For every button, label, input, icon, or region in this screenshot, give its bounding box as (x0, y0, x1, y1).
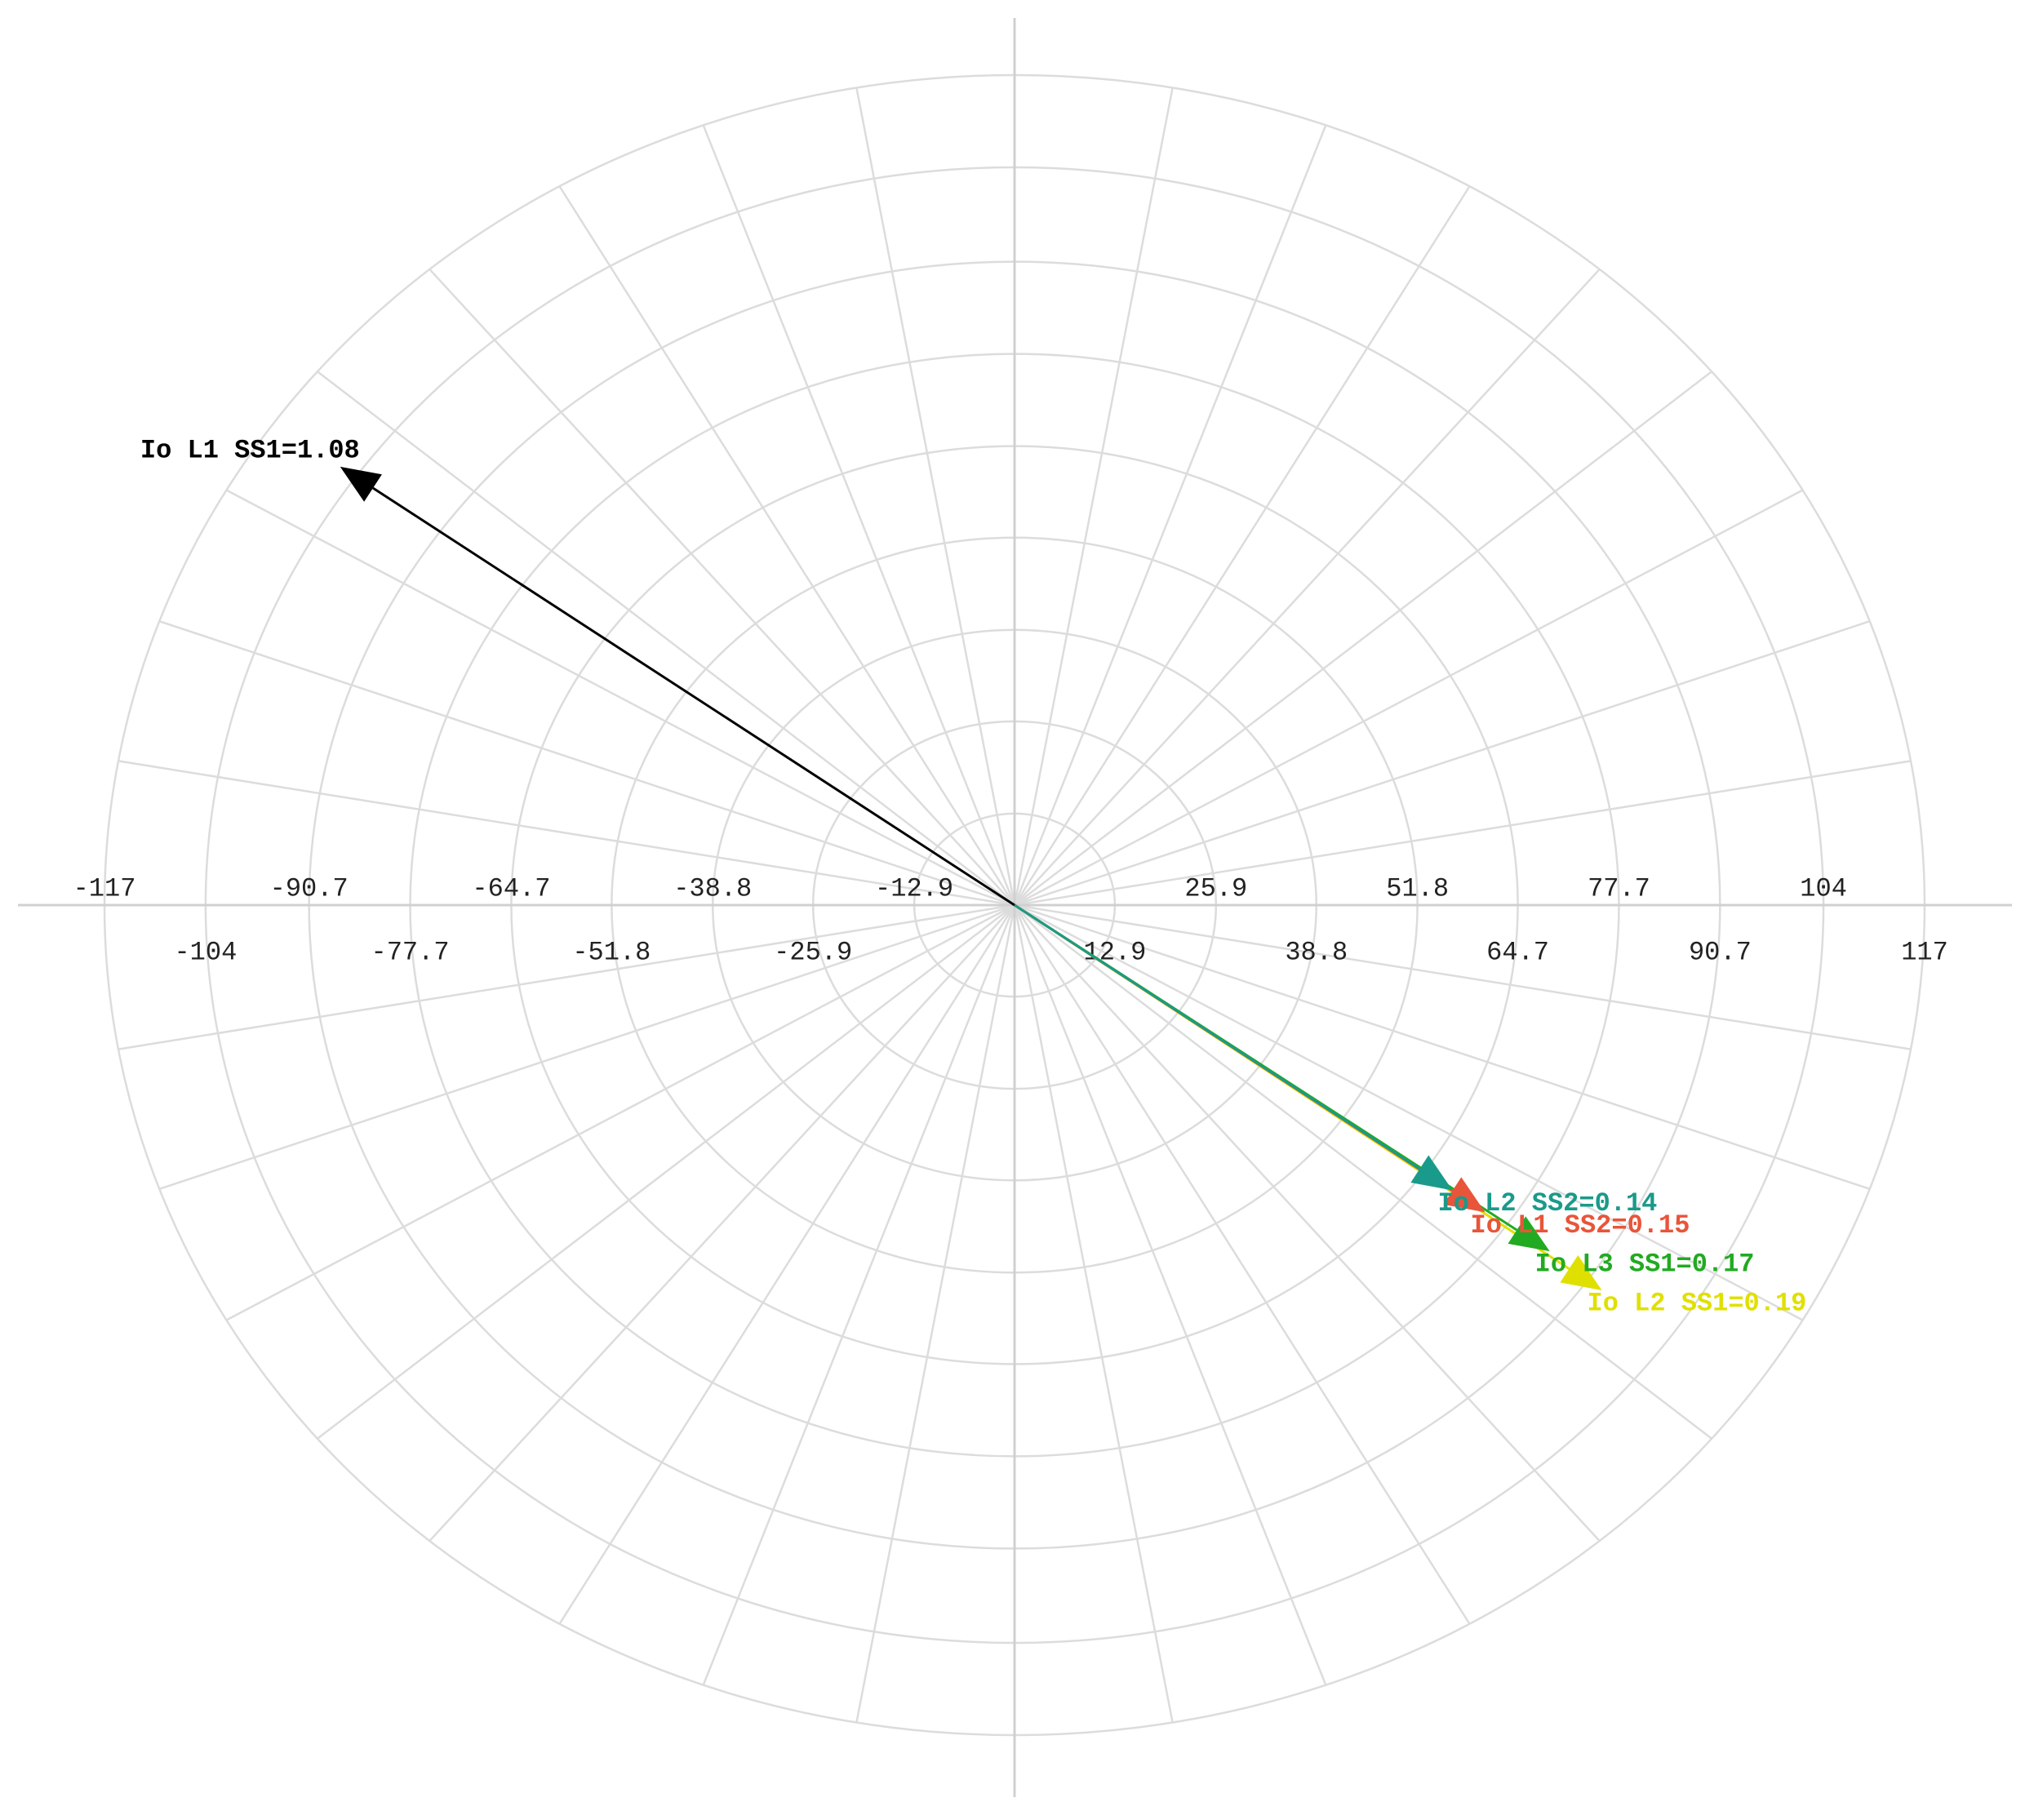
spoke (855, 904, 1016, 1723)
arrowhead (340, 466, 382, 502)
spoke (1013, 904, 1471, 1625)
x-tick-label: -104 (174, 937, 237, 967)
spoke (702, 124, 1016, 906)
spoke (1014, 904, 1601, 1542)
phasor: Io L3 SS1=0.17 (1014, 903, 1755, 1280)
spoke (158, 903, 1015, 1191)
arrowhead (1560, 1254, 1602, 1290)
spoke (1014, 903, 1912, 1050)
arrowhead (1508, 1216, 1550, 1252)
arrowhead (1410, 1155, 1453, 1191)
x-tick-label: 104 (1800, 873, 1847, 903)
x-tick-label: 117 (1901, 937, 1948, 967)
x-tick-label: -51.8 (572, 937, 651, 967)
x-tick-label: 90.7 (1689, 937, 1752, 967)
x-tick-label: 38.8 (1285, 937, 1348, 967)
spoke (1014, 489, 1804, 907)
phasor-label: Io L2 SS1=0.19 (1588, 1288, 1807, 1318)
x-tick-label: -25.9 (774, 937, 852, 967)
phasor-label: Io L1 SS1=1.08 (140, 435, 360, 465)
spoke (1014, 760, 1912, 907)
spoke (158, 619, 1015, 907)
spoke (429, 904, 1015, 1542)
phasor-label: Io L1 SS2=0.15 (1471, 1210, 1690, 1241)
spoke (317, 371, 1015, 906)
spoke (118, 760, 1015, 907)
spoke (1013, 87, 1174, 906)
x-tick-label: -64.7 (472, 873, 550, 903)
phasor-line (372, 486, 1015, 907)
spoke (317, 904, 1015, 1440)
spoke (1014, 903, 1804, 1321)
spoke (855, 87, 1016, 906)
spoke (225, 489, 1015, 907)
spoke (1014, 269, 1601, 906)
spoke (1013, 124, 1327, 906)
spoke (558, 185, 1016, 906)
spoke (1014, 903, 1871, 1191)
x-tick-label: -90.7 (270, 873, 349, 903)
x-tick-label: 64.7 (1486, 937, 1549, 967)
spoke (702, 904, 1016, 1686)
phasor-label: Io L3 SS1=0.17 (1535, 1250, 1755, 1280)
x-tick-label: -77.7 (371, 937, 450, 967)
x-tick-label: -117 (73, 873, 136, 903)
phasor-line (1014, 903, 1421, 1170)
spoke (1014, 371, 1712, 906)
spoke (1013, 185, 1471, 906)
x-tick-label: 12.9 (1084, 937, 1147, 967)
x-tick-label: -12.9 (875, 873, 953, 903)
spoke (118, 903, 1015, 1050)
phasor: Io L2 SS2=0.14 (1014, 903, 1658, 1219)
x-tick-label: 51.8 (1386, 873, 1449, 903)
spoke (558, 904, 1016, 1625)
spoke (1014, 904, 1712, 1440)
x-tick-label: -38.8 (673, 873, 752, 903)
spoke (1014, 619, 1871, 907)
spoke (429, 269, 1015, 906)
phasor-label: Io L2 SS2=0.14 (1438, 1188, 1658, 1219)
x-tick-label: 25.9 (1184, 873, 1247, 903)
spoke (225, 903, 1015, 1321)
arrowhead (1443, 1177, 1486, 1213)
phasor: Io L1 SS1=1.08 (140, 435, 1015, 907)
spoke (1013, 904, 1327, 1686)
spoke (1013, 904, 1174, 1723)
x-tick-label: 77.7 (1588, 873, 1650, 903)
